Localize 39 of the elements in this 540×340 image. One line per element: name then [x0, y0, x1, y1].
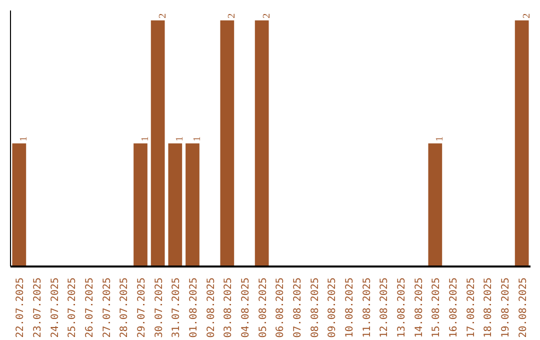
data-label: 1	[434, 136, 446, 142]
x-tick-label: 11.08.2025	[362, 277, 373, 338]
x-tick-label: 05.08.2025	[258, 277, 269, 338]
x-tick-label: 23.07.2025	[32, 277, 44, 338]
x-tick-label: 01.08.2025	[188, 277, 200, 338]
x-tick-label: 15.08.2025	[431, 277, 442, 338]
x-tick-label: 18.08.2025	[483, 277, 494, 338]
x-tick-label: 06.08.2025	[275, 277, 286, 338]
data-label: 1	[192, 136, 203, 142]
data-label: 1	[18, 136, 30, 142]
x-tick-label: 27.07.2025	[102, 277, 113, 338]
x-tick-label: 24.07.2025	[50, 277, 61, 338]
x-tick-label: 31.07.2025	[171, 277, 182, 338]
x-tick-label: 20.08.2025	[518, 277, 529, 338]
data-label: 1	[140, 136, 151, 142]
data-label: 2	[261, 13, 272, 18]
x-tick-label: 04.08.2025	[240, 277, 252, 338]
x-tick-label: 26.07.2025	[84, 277, 96, 338]
x-tick-label: 02.08.2025	[206, 277, 217, 338]
x-tick-label: 22.07.2025	[15, 277, 26, 338]
data-label: 2	[226, 13, 238, 18]
x-tick-label: 30.07.2025	[154, 277, 165, 338]
x-tick-label: 25.07.2025	[67, 277, 78, 338]
data-label: 2	[157, 13, 168, 18]
x-tick-label: 16.08.2025	[448, 277, 460, 338]
x-tick-label: 13.08.2025	[396, 277, 408, 338]
x-tick-label: 08.08.2025	[310, 277, 321, 338]
x-tick-label: 10.08.2025	[344, 277, 356, 338]
x-tick-label: 14.08.2025	[414, 277, 425, 338]
x-tick-label: 09.08.2025	[327, 277, 338, 338]
data-label: 2	[521, 13, 532, 18]
x-tick-label: 03.08.2025	[223, 277, 234, 338]
x-tick-label: 19.08.2025	[500, 277, 512, 338]
x-tick-label: 12.08.2025	[379, 277, 390, 338]
data-label: 1	[174, 136, 186, 142]
x-tick-label: 17.08.2025	[466, 277, 477, 338]
x-tick-label: 07.08.2025	[292, 277, 304, 338]
x-tick-label: 28.07.2025	[119, 277, 130, 338]
x-tick-label: 29.07.2025	[136, 277, 148, 338]
